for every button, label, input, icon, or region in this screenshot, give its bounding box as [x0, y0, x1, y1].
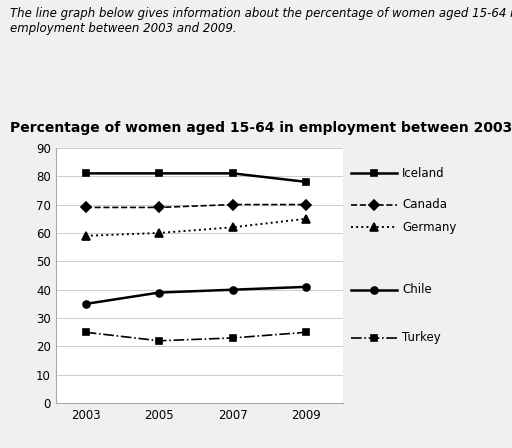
Text: Iceland: Iceland	[402, 167, 444, 180]
Text: Chile: Chile	[402, 283, 432, 296]
Text: The line graph below gives information about the percentage of women aged 15-64 : The line graph below gives information a…	[10, 7, 512, 35]
Text: Germany: Germany	[402, 221, 456, 234]
Text: Percentage of women aged 15-64 in employment between 2003 and 2009: Percentage of women aged 15-64 in employ…	[10, 121, 512, 135]
Text: Turkey: Turkey	[402, 332, 441, 345]
Text: Canada: Canada	[402, 198, 447, 211]
